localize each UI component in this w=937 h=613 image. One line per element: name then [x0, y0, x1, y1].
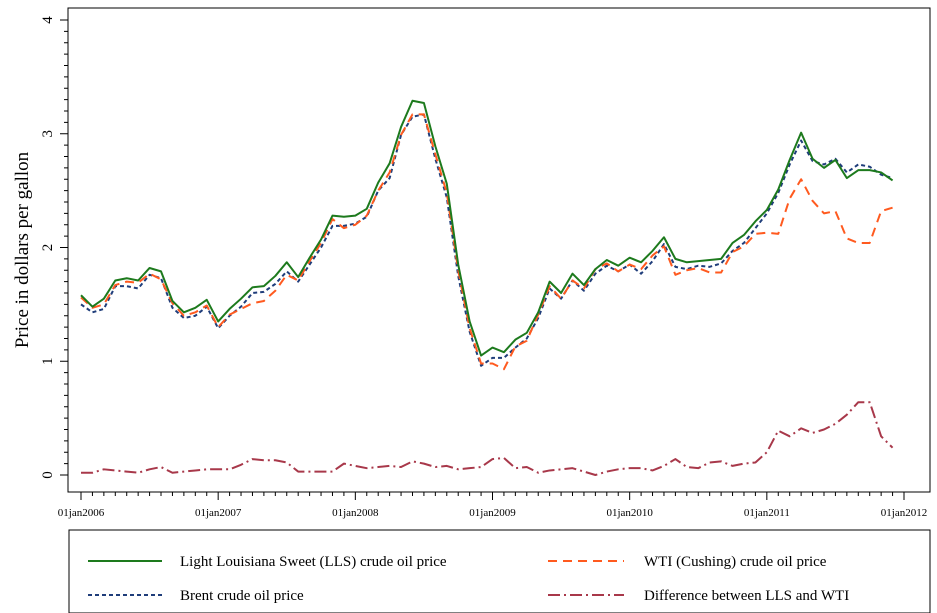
y-tick-label: 1: [40, 358, 56, 366]
x-axis: 01jan2006 01jan2007 01jan2008 01jan2009 01ja…: [58, 491, 930, 519]
series-line-brent: [80, 113, 893, 367]
y-axis-title: Price in dollars per gallon: [12, 151, 33, 348]
x-tick-label: 01jan2009: [469, 507, 516, 519]
x-tick-label: 01jan2008: [332, 507, 379, 519]
legend-label-wti: WTI (Cushing) crude oil price: [644, 554, 827, 570]
legend: Light Louisiana Sweet (LLS) crude oil pr…: [68, 529, 931, 613]
series-line-lls: [80, 99, 894, 357]
y-tick-label: 3: [40, 130, 56, 138]
y-tick-label: 2: [40, 244, 56, 252]
x-tick-label: 01jan2012: [881, 507, 927, 519]
y-tick-label: 0: [40, 471, 56, 479]
x-tick-label: 01jan2011: [744, 507, 790, 519]
y-tick-label: 4: [40, 16, 56, 24]
legend-label-lls: Light Louisiana Sweet (LLS) crude oil pr…: [180, 554, 447, 570]
legend-label-brent: Brent crude oil price: [180, 588, 304, 604]
x-tick-label: 01jan2007: [195, 507, 242, 519]
series-line-diff: [81, 401, 894, 476]
x-tick-label: 01jan2006: [58, 507, 105, 519]
plot-area: [67, 7, 931, 493]
legend-box: [68, 529, 931, 613]
series-group: [80, 99, 894, 476]
series-line-wti: [80, 113, 893, 371]
x-tick-label: 01jan2010: [606, 507, 653, 519]
y-axis: 0 1 2 3 4: [40, 8, 69, 492]
legend-label-diff: Difference between LLS and WTI: [644, 588, 849, 604]
